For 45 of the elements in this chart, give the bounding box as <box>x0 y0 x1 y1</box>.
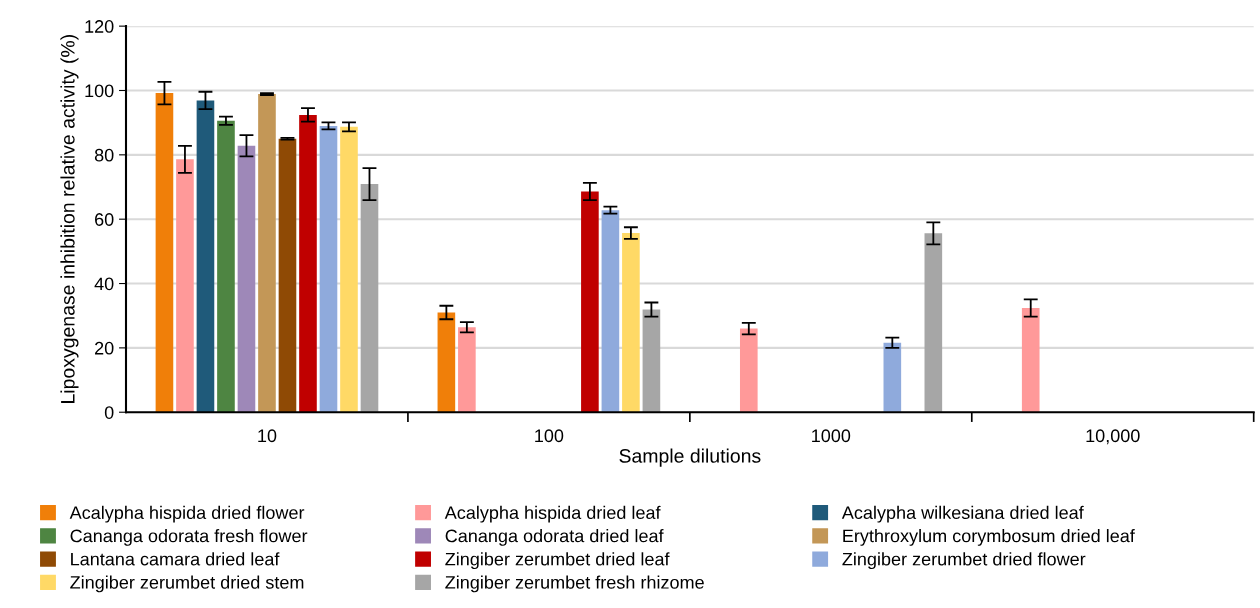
bar <box>739 328 758 413</box>
legend-label: Zingiber zerumbet fresh rhizome <box>445 575 704 593</box>
bar <box>237 145 256 413</box>
x-tick-label: 100 <box>535 429 564 443</box>
y-tick-label: 40 <box>94 277 114 291</box>
bar <box>299 114 317 413</box>
bar <box>217 120 235 413</box>
legend-label: Erythroxylum corymbosum dried leaf <box>843 529 1135 546</box>
bar <box>642 309 661 413</box>
bar <box>155 93 174 413</box>
bar <box>360 184 379 413</box>
legend-label: Acalypha hispida dried leaf <box>444 505 661 523</box>
bar <box>258 94 276 413</box>
bar <box>319 125 338 413</box>
bar <box>581 191 599 413</box>
bar <box>883 342 902 413</box>
legend-label: Acalypha wilkesiana dried leaf <box>841 505 1084 523</box>
legend-label: Acalypha hispida dried flower <box>69 505 305 523</box>
bar <box>601 210 620 413</box>
bar <box>458 327 476 413</box>
legend-label: Zingiber zerumbet dried flower <box>842 552 1086 570</box>
legend-label: Zingiber zerumbet dried stem <box>70 575 304 593</box>
bar <box>278 138 297 413</box>
bar <box>622 233 640 413</box>
legend-label: Cananga odorata fresh flower <box>70 529 308 546</box>
y-axis-title: Lipoxygenase inhibition relative activity (%) <box>60 35 79 403</box>
bar <box>1021 307 1040 413</box>
x-axis-title: Sample dilutions <box>619 448 761 467</box>
legend-label: Lantana camara dried leaf <box>71 552 280 566</box>
y-tick-label: 100 <box>85 84 114 98</box>
y-tick-label: 60 <box>95 213 114 226</box>
bar <box>176 159 194 413</box>
legend-label: Zingiber zerumbet dried leaf <box>445 552 670 570</box>
bar <box>340 126 358 413</box>
x-tick-label: 10,000 <box>1086 429 1140 445</box>
y-tick-label: 0 <box>104 406 114 419</box>
x-tick-label: 10 <box>258 429 277 443</box>
x-tick-label: 1000 <box>812 429 851 443</box>
y-tick-label: 120 <box>85 20 114 33</box>
y-tick-label: 20 <box>95 341 114 355</box>
legend-label: Cananga odorata dried leaf <box>445 529 664 546</box>
bar <box>437 312 456 413</box>
bar <box>196 100 215 413</box>
y-tick-label: 80 <box>94 148 114 162</box>
bar <box>924 233 943 413</box>
